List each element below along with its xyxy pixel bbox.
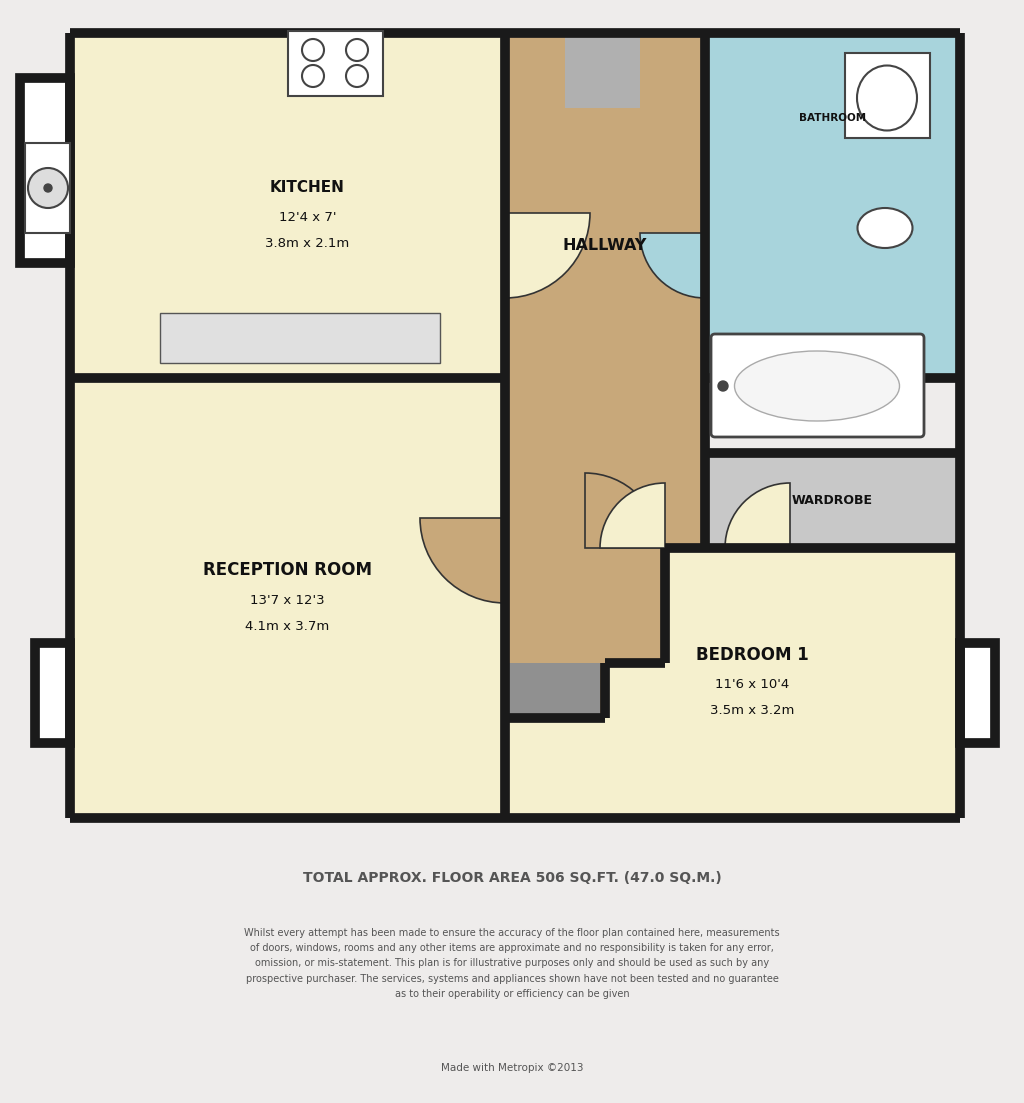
Bar xyxy=(35,643,70,743)
Wedge shape xyxy=(505,213,590,298)
Text: Made with Metropix ©2013: Made with Metropix ©2013 xyxy=(440,1063,584,1073)
Text: 11'6 x 10'4: 11'6 x 10'4 xyxy=(716,678,790,692)
Wedge shape xyxy=(600,483,665,548)
Bar xyxy=(505,548,961,818)
Wedge shape xyxy=(585,473,660,548)
Bar xyxy=(505,663,600,718)
Wedge shape xyxy=(640,233,705,298)
Bar xyxy=(70,33,505,378)
Text: RECEPTION ROOM: RECEPTION ROOM xyxy=(203,561,372,579)
Text: TOTAL APPROX. FLOOR AREA 506 SQ.FT. (47.0 SQ.M.): TOTAL APPROX. FLOOR AREA 506 SQ.FT. (47.… xyxy=(303,871,721,885)
Text: BEDROOM 1: BEDROOM 1 xyxy=(696,646,809,664)
Bar xyxy=(705,453,961,548)
Ellipse shape xyxy=(734,351,899,421)
Text: WARDROBE: WARDROBE xyxy=(792,494,873,507)
Text: 12'4 x 7': 12'4 x 7' xyxy=(279,211,336,224)
Circle shape xyxy=(28,168,68,208)
Text: KITCHEN: KITCHEN xyxy=(270,180,345,195)
Bar xyxy=(961,643,995,743)
Wedge shape xyxy=(725,483,790,548)
Bar xyxy=(565,33,640,108)
Bar xyxy=(160,313,440,363)
FancyBboxPatch shape xyxy=(711,334,924,437)
Circle shape xyxy=(44,184,52,192)
Bar xyxy=(25,143,70,233)
Text: Whilst every attempt has been made to ensure the accuracy of the floor plan cont: Whilst every attempt has been made to en… xyxy=(244,928,780,999)
Text: 4.1m x 3.7m: 4.1m x 3.7m xyxy=(246,620,330,632)
Text: 3.8m x 2.1m: 3.8m x 2.1m xyxy=(265,237,349,250)
Text: 3.5m x 3.2m: 3.5m x 3.2m xyxy=(711,705,795,717)
Ellipse shape xyxy=(857,65,918,130)
Bar xyxy=(20,78,70,263)
Bar xyxy=(705,33,961,378)
Text: BATHROOM: BATHROOM xyxy=(799,113,866,124)
Wedge shape xyxy=(420,518,505,603)
Bar xyxy=(70,378,505,818)
Text: 13'7 x 12'3: 13'7 x 12'3 xyxy=(250,593,325,607)
Bar xyxy=(845,53,930,138)
Text: HALLWAY: HALLWAY xyxy=(563,238,647,253)
Ellipse shape xyxy=(857,208,912,248)
Bar xyxy=(288,31,383,96)
Circle shape xyxy=(718,381,728,390)
Polygon shape xyxy=(505,33,705,718)
